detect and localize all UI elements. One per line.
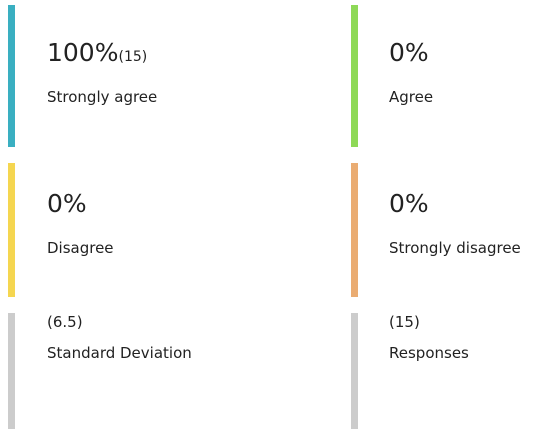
label: Agree [389, 88, 434, 106]
label: Disagree [47, 239, 114, 257]
stat-value: (15) [389, 313, 420, 331]
label: Strongly disagree [389, 239, 521, 257]
count: (15) [118, 49, 148, 65]
accent-bar [8, 313, 15, 429]
percent: 0% [47, 189, 87, 218]
accent-bar [351, 5, 358, 147]
stat-label: Standard Deviation [47, 344, 192, 362]
accent-bar [351, 313, 358, 429]
percent: 100%(15) [47, 38, 147, 72]
accent-bar [8, 5, 15, 147]
stat-value: (6.5) [47, 313, 83, 331]
accent-bar [351, 163, 358, 297]
stat-label: Responses [389, 344, 469, 362]
accent-bar [8, 163, 15, 297]
percent: 0% [389, 38, 429, 67]
percent-value: 100% [47, 38, 119, 67]
label: Strongly agree [47, 88, 158, 106]
percent: 0% [389, 189, 429, 218]
